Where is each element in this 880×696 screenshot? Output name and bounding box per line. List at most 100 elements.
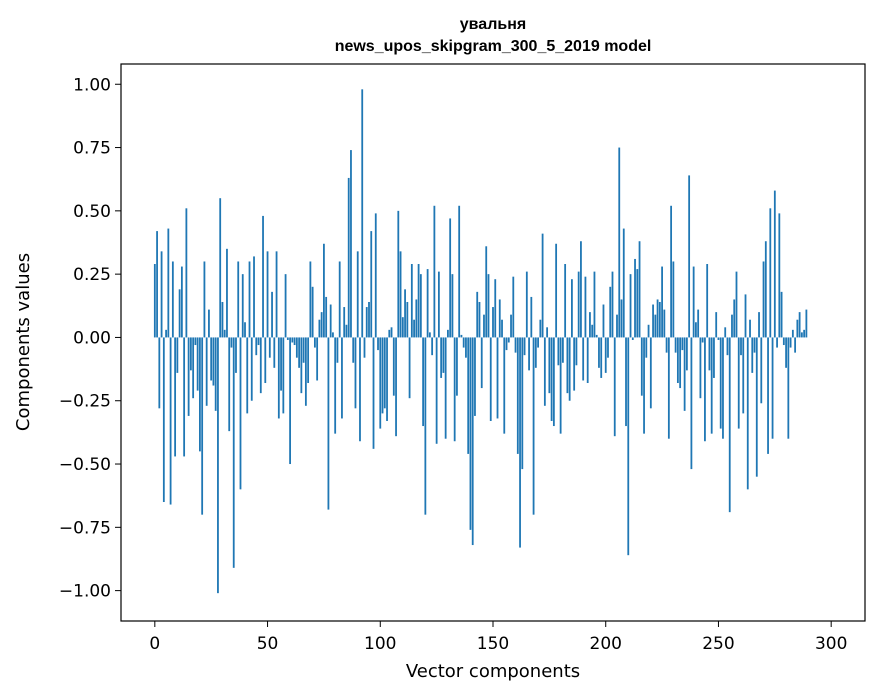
bar-component-159	[512, 276, 515, 338]
bar-component-252	[722, 337, 724, 439]
bar-component-114	[410, 264, 413, 338]
bar-component-283	[791, 329, 794, 338]
bar-component-216	[640, 337, 643, 396]
bar-component-179	[557, 337, 560, 366]
bar-component-51	[268, 337, 271, 358]
bar-component-205	[616, 314, 618, 338]
bar-component-61	[291, 337, 294, 343]
y-tick-label: 1.00	[73, 75, 111, 95]
bar-component-46	[257, 337, 260, 346]
bar-component-201	[607, 337, 609, 358]
bar-component-177	[552, 337, 555, 427]
bar-component-103	[386, 337, 388, 421]
bar-component-218	[645, 337, 648, 358]
bar-component-102	[383, 337, 386, 409]
x-tick-label: 150	[477, 634, 509, 654]
x-tick-label: 0	[149, 634, 160, 654]
bar-component-211	[629, 274, 632, 338]
bar-component-81	[336, 337, 339, 363]
bar-component-49	[264, 337, 267, 384]
bar-component-192	[586, 337, 589, 384]
bar-component-258	[735, 271, 738, 338]
bar-component-83	[341, 337, 343, 419]
bar-component-257	[733, 299, 736, 338]
bar-component-4	[162, 337, 165, 503]
bar-component-140	[469, 337, 472, 530]
bar-component-123	[431, 337, 434, 356]
bar-component-199	[602, 304, 605, 338]
bar-component-253	[724, 327, 727, 338]
bar-component-25	[210, 337, 213, 381]
bars-group	[153, 89, 808, 594]
chart-title-line-1: увальня	[460, 16, 526, 33]
bar-component-12	[180, 266, 183, 338]
bar-component-161	[516, 337, 519, 454]
bar-component-109	[399, 251, 402, 338]
bar-component-41	[246, 337, 249, 414]
bar-component-194	[591, 324, 594, 338]
bar-component-230	[672, 261, 675, 338]
y-tick-label: 0.25	[73, 265, 111, 285]
bar-component-33	[228, 337, 231, 432]
bar-component-8	[171, 261, 174, 338]
x-axis-label: Vector components	[406, 661, 580, 682]
x-tick-label: 200	[590, 634, 622, 654]
bar-component-63	[295, 337, 298, 358]
bar-component-42	[248, 261, 251, 338]
bar-component-166	[528, 337, 530, 371]
bar-component-17	[192, 337, 195, 399]
bar-component-190	[582, 337, 585, 381]
bar-component-40	[244, 322, 246, 338]
bar-component-171	[539, 319, 542, 338]
bar-component-54	[275, 251, 278, 338]
bar-component-115	[413, 319, 415, 338]
bar-component-187	[575, 337, 578, 366]
bar-component-203	[611, 271, 614, 338]
bar-component-13	[183, 337, 186, 457]
bar-component-124	[433, 205, 436, 338]
bar-component-167	[530, 296, 533, 338]
bar-component-139	[467, 337, 470, 454]
bar-component-256	[731, 314, 733, 338]
bar-component-281	[787, 337, 790, 439]
bar-component-277	[778, 213, 781, 338]
bar-component-269	[760, 337, 763, 404]
bar-component-255	[728, 337, 731, 513]
bar-component-10	[176, 337, 179, 373]
bar-component-62	[293, 337, 296, 346]
bar-component-148	[487, 274, 490, 338]
bar-component-217	[643, 337, 645, 434]
bar-component-90	[356, 251, 359, 338]
bar-component-98	[374, 213, 377, 338]
x-tick-label: 300	[815, 634, 847, 654]
bar-component-208	[622, 228, 625, 338]
bar-component-11	[178, 289, 181, 338]
bar-component-209	[625, 337, 627, 427]
bar-component-243	[701, 337, 704, 343]
plot-frame	[120, 63, 866, 622]
bar-component-34	[230, 337, 233, 348]
bar-component-221	[652, 304, 654, 338]
x-tick-label: 100	[364, 634, 396, 654]
bar-component-163	[521, 337, 524, 470]
bar-component-80	[334, 337, 337, 434]
bar-component-174	[546, 327, 549, 338]
bar-component-3	[160, 251, 163, 338]
bar-component-176	[550, 337, 553, 421]
y-tick-label: −0.50	[59, 455, 111, 475]
bar-component-225	[661, 266, 663, 338]
bar-component-151	[494, 279, 497, 338]
bar-component-89	[354, 337, 357, 409]
bar-component-210	[627, 337, 630, 556]
bar-component-106	[392, 337, 395, 396]
bar-component-175	[548, 337, 551, 394]
bar-component-275	[773, 190, 776, 338]
bar-component-226	[663, 309, 666, 338]
x-tick-label: 50	[257, 634, 279, 654]
bar-component-286	[798, 312, 801, 338]
bar-component-74	[320, 312, 323, 338]
bar-component-50	[266, 251, 269, 338]
bar-component-43	[250, 337, 253, 401]
bar-component-64	[298, 337, 301, 368]
